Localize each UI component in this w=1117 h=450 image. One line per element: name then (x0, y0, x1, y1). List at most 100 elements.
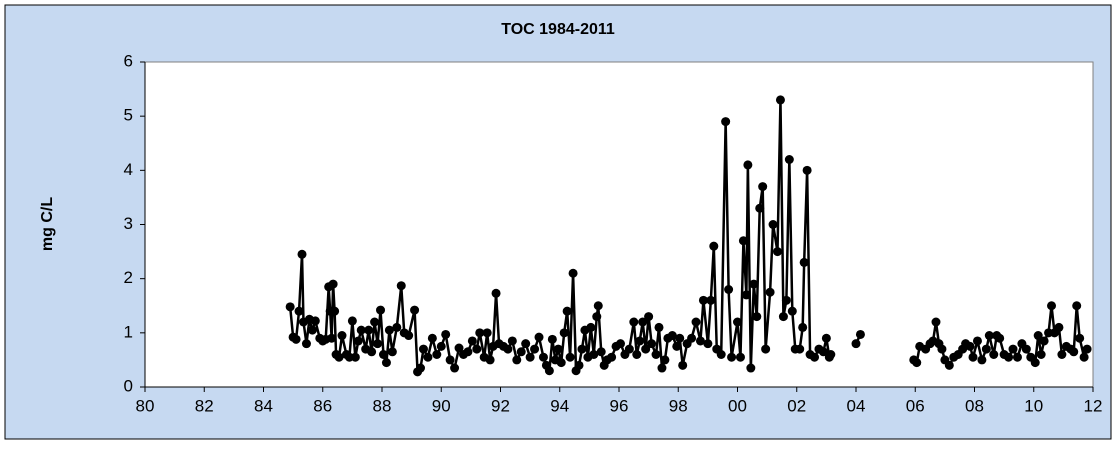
data-point (765, 287, 775, 297)
data-point (687, 333, 697, 343)
x-tick-label: 06 (906, 396, 925, 415)
data-point (761, 344, 771, 354)
data-point (463, 347, 473, 357)
data-point (607, 352, 617, 362)
data-point (944, 360, 954, 370)
data-point (735, 352, 745, 362)
data-point (416, 363, 426, 373)
data-point (810, 352, 820, 362)
data-point (553, 344, 563, 354)
data-point (441, 329, 451, 339)
data-point (1012, 352, 1022, 362)
x-tick-label: 08 (965, 396, 984, 415)
data-point (741, 290, 751, 300)
data-point (547, 334, 557, 344)
x-tick-label: 86 (313, 396, 332, 415)
data-point (1069, 347, 1079, 357)
data-point (364, 325, 374, 335)
plot-area (144, 61, 1094, 388)
data-point (795, 344, 805, 354)
data-point (297, 249, 307, 259)
data-point (660, 355, 670, 365)
data-point (373, 339, 383, 349)
x-tick-label: 96 (610, 396, 629, 415)
data-point (328, 279, 338, 289)
data-point (695, 336, 705, 346)
data-point (530, 344, 540, 354)
data-point (1072, 301, 1082, 311)
data-point (521, 339, 531, 349)
data-point (778, 312, 788, 322)
data-point (337, 331, 347, 341)
data-point (937, 344, 947, 354)
data-point (651, 350, 661, 359)
data-point (384, 325, 394, 335)
data-point (410, 305, 420, 315)
data-point (559, 328, 569, 338)
data-point (749, 279, 759, 289)
data-point (738, 236, 748, 246)
data-point (678, 360, 688, 370)
data-point (432, 350, 442, 359)
data-point (965, 341, 975, 351)
data-point (381, 358, 391, 368)
data-point (507, 336, 517, 346)
data-point (931, 317, 941, 327)
data-point (475, 328, 485, 338)
data-point (593, 301, 603, 311)
y-tick-label: 3 (124, 214, 133, 233)
x-tick-label: 98 (669, 396, 688, 415)
data-point (330, 306, 340, 316)
data-point (775, 95, 785, 105)
data-point (855, 329, 865, 339)
data-point (851, 339, 861, 349)
data-point (644, 312, 654, 322)
data-point (989, 350, 999, 359)
x-tick-label: 88 (373, 396, 392, 415)
data-point (784, 155, 794, 164)
data-point (450, 363, 460, 373)
data-point (370, 317, 380, 327)
y-tick-label: 0 (124, 376, 133, 395)
data-point (798, 322, 808, 332)
data-point (724, 285, 734, 294)
data-point (347, 316, 357, 326)
y-tick-label: 1 (124, 322, 133, 341)
x-tick-label: 00 (728, 396, 747, 415)
data-point (781, 295, 791, 305)
data-point (721, 117, 731, 127)
data-point (285, 302, 295, 312)
data-point (467, 336, 477, 346)
y-tick-label: 6 (124, 51, 133, 70)
data-point (826, 350, 836, 359)
data-point (1039, 336, 1049, 346)
x-tick-label: 80 (136, 396, 155, 415)
data-point (624, 344, 634, 354)
data-point (327, 333, 337, 343)
x-tick-label: 12 (1084, 396, 1103, 415)
x-tick-label: 10 (1024, 396, 1043, 415)
data-point (772, 247, 782, 257)
data-point (378, 350, 388, 359)
data-point (454, 343, 464, 353)
data-point (577, 344, 587, 354)
data-point (1075, 333, 1085, 343)
x-tick-label: 92 (491, 396, 510, 415)
data-point (565, 352, 575, 362)
data-point (727, 352, 737, 362)
data-point (638, 317, 648, 327)
x-tick-label: 82 (195, 396, 214, 415)
data-point (755, 203, 765, 213)
data-point (641, 344, 651, 354)
data-point (544, 366, 554, 376)
x-tick-label: 84 (254, 396, 273, 415)
data-point (586, 322, 596, 332)
data-point (1036, 350, 1046, 359)
data-point (350, 352, 360, 362)
data-point (629, 317, 639, 327)
data-point (427, 333, 437, 343)
data-point (1021, 344, 1031, 354)
data-point (356, 325, 366, 335)
data-point (1030, 358, 1040, 368)
